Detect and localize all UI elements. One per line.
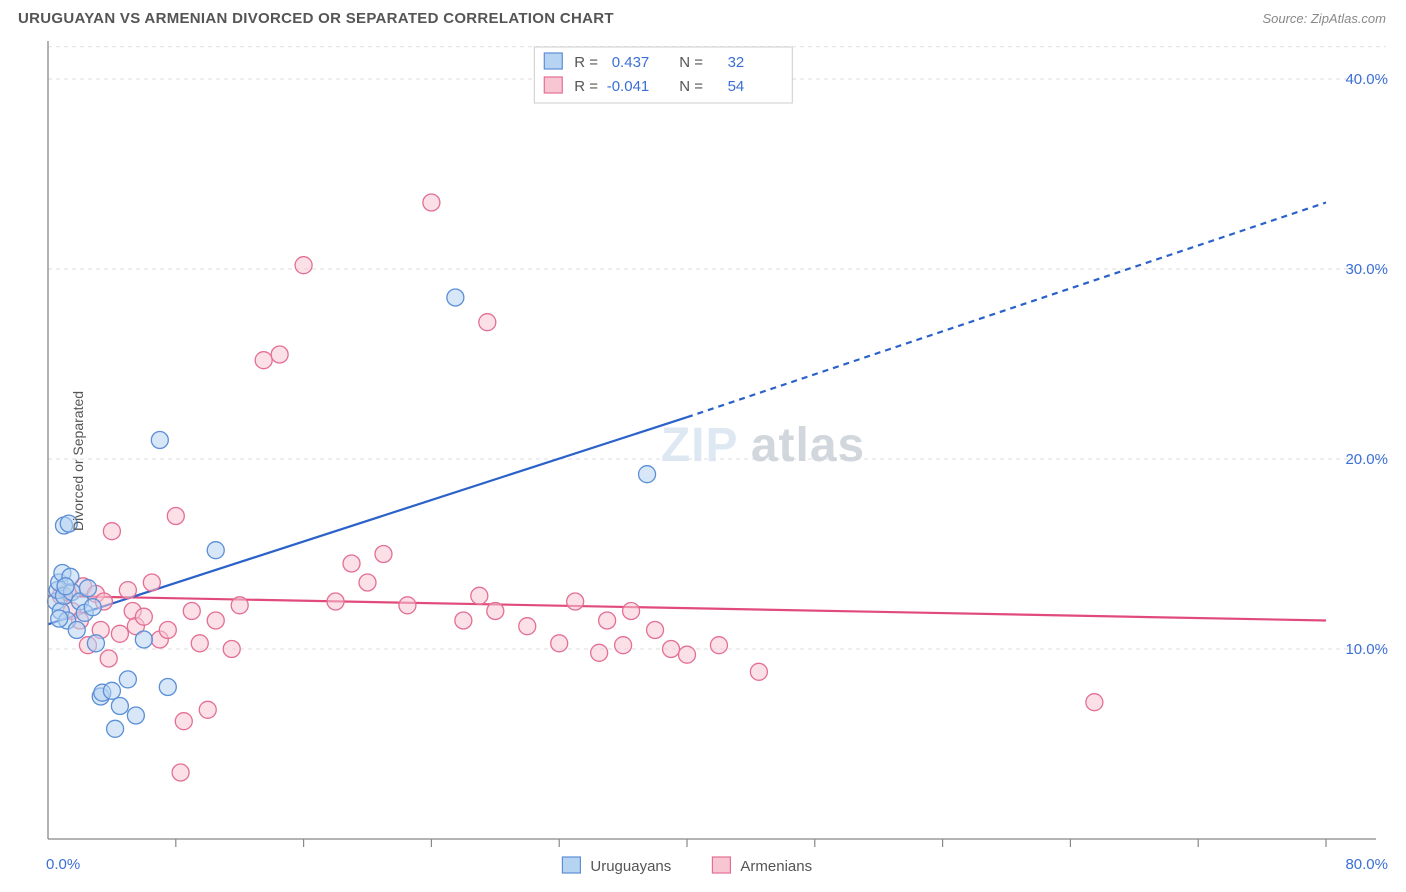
source-prefix: Source: bbox=[1262, 11, 1310, 26]
chart-area: Divorced or Separated ZIPatlas 10.0% 20.0%… bbox=[0, 33, 1406, 889]
chart-header: URUGUAYAN VS ARMENIAN DIVORCED OR SEPARA… bbox=[0, 0, 1406, 33]
scatter-chart-svg: ZIPatlas 10.0% 20.0% 30.0% 40.0% 0.0% 80.0% R =… bbox=[0, 33, 1406, 889]
svg-text:0.0%: 0.0% bbox=[46, 856, 80, 873]
svg-text:R =: R = bbox=[574, 78, 598, 95]
svg-text:-0.041: -0.041 bbox=[607, 78, 650, 95]
svg-text:Armenians: Armenians bbox=[740, 858, 812, 875]
svg-text:20.0%: 20.0% bbox=[1345, 451, 1388, 468]
svg-text:atlas: atlas bbox=[751, 419, 865, 472]
svg-text:Uruguayans: Uruguayans bbox=[590, 858, 671, 875]
svg-text:32: 32 bbox=[728, 54, 745, 71]
svg-text:R =: R = bbox=[574, 54, 598, 71]
svg-text:N =: N = bbox=[679, 54, 703, 71]
svg-text:0.437: 0.437 bbox=[612, 54, 650, 71]
svg-text:30.0%: 30.0% bbox=[1345, 261, 1388, 278]
source-name: ZipAtlas.com bbox=[1311, 11, 1386, 26]
chart-source: Source: ZipAtlas.com bbox=[1262, 11, 1386, 26]
chart-title: URUGUAYAN VS ARMENIAN DIVORCED OR SEPARA… bbox=[18, 10, 614, 27]
svg-text:10.0%: 10.0% bbox=[1345, 641, 1388, 658]
svg-text:54: 54 bbox=[728, 78, 745, 95]
svg-text:N =: N = bbox=[679, 78, 703, 95]
svg-text:40.0%: 40.0% bbox=[1345, 71, 1388, 88]
y-axis-label: Divorced or Separated bbox=[70, 391, 86, 531]
svg-text:80.0%: 80.0% bbox=[1345, 856, 1388, 873]
svg-text:ZIP: ZIP bbox=[661, 419, 739, 472]
